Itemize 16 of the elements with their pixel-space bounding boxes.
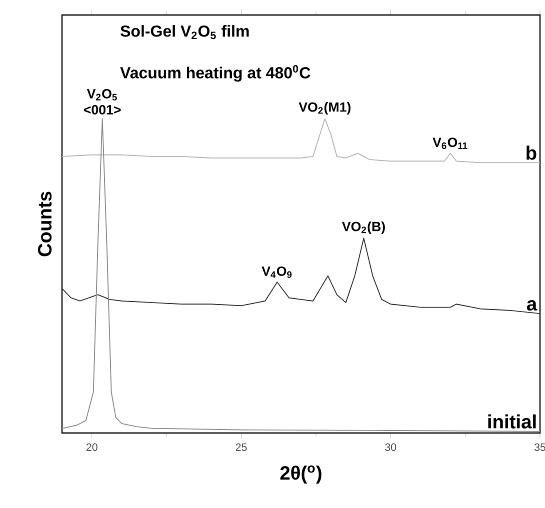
annotation: V$_{2}$O$_{5}$ <001>	[84, 89, 121, 114]
series-label: b	[526, 146, 536, 160]
y-axis-title: Counts	[38, 192, 52, 256]
x-tick-label: 35	[534, 443, 545, 451]
text: Sol-Gel V$_{2}$O$_{5}$ film	[120, 25, 249, 40]
x-tick-label: 25	[236, 443, 247, 451]
x-tick-label: 20	[86, 443, 98, 451]
series-label: initial	[488, 414, 536, 428]
annotation: V$_{4}$O$_{9}$	[262, 266, 292, 278]
annotation: VO$_{2}$(M1)	[298, 102, 351, 114]
annotation: VO$_{2}$(B)	[342, 221, 385, 234]
x-tick-label: 30	[385, 443, 396, 451]
x-axis-title: 2θ($^{o}$)	[280, 465, 322, 484]
text: Vacuum heating at 480$^{0}$C	[120, 65, 310, 82]
series-label: a	[526, 300, 538, 311]
annotation: V$_{6}$O$_{11}$	[432, 138, 468, 150]
